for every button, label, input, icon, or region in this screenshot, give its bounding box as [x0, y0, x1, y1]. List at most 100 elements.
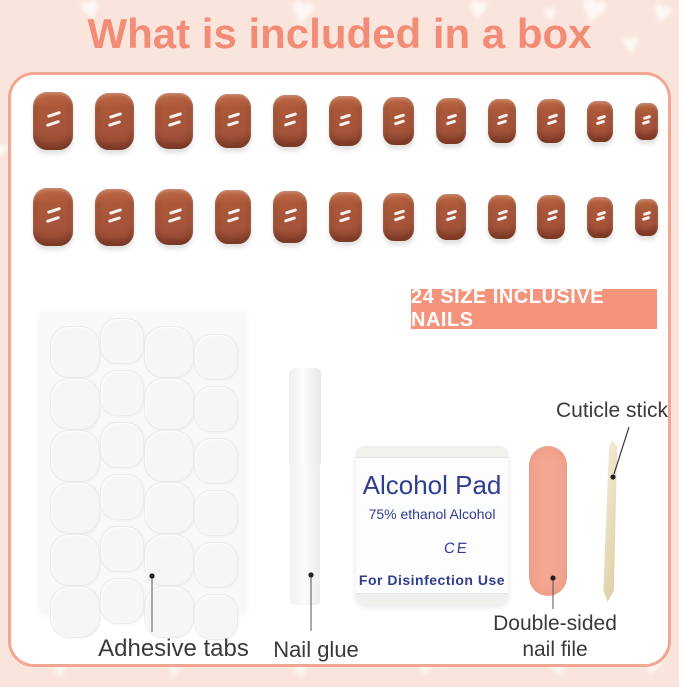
adhesive-tab — [100, 370, 144, 416]
press-on-nail — [33, 92, 73, 150]
press-on-nail — [487, 195, 516, 239]
nail-shine — [47, 111, 62, 119]
nail-shine — [283, 215, 296, 223]
press-on-nail — [487, 99, 516, 143]
press-on-nail — [383, 97, 415, 145]
press-on-nail — [155, 189, 194, 245]
nail-shine — [227, 208, 241, 215]
nail-shine — [107, 215, 121, 223]
nail-shine — [46, 215, 60, 223]
press-on-nail — [328, 192, 362, 242]
adhesive-tab — [100, 474, 144, 520]
press-on-nail — [537, 99, 566, 143]
nail-row-1 — [33, 83, 658, 159]
press-on-nail — [634, 198, 658, 236]
nail-glue-label: Nail glue — [273, 637, 359, 662]
adhesive-tab — [194, 438, 238, 484]
alcohol-pad-packet: Alcohol Pad 75% ethanol Alcohol CE For D… — [356, 446, 508, 604]
nail-shine — [446, 113, 458, 120]
nail-shine — [339, 215, 351, 223]
nail-glue-cap — [289, 368, 321, 464]
nail-glue-tube — [290, 464, 320, 605]
adhesive-tab — [100, 422, 144, 468]
adhesive-tab — [50, 326, 100, 378]
size-badge: 24 SIZE INCLUSIVE NAILS — [411, 286, 657, 331]
press-on-nail — [436, 98, 467, 144]
nail-shine — [339, 119, 351, 127]
adhesive-tabs-label: Adhesive tabs — [98, 635, 249, 662]
adhesive-tab — [194, 594, 238, 640]
nail-shine — [226, 119, 240, 127]
nail-shine — [595, 216, 605, 222]
nail-shine — [108, 207, 123, 215]
nail-shine — [445, 119, 457, 126]
nail-shine — [394, 209, 406, 216]
press-on-nail — [634, 102, 658, 140]
alcohol-pad-footer: For Disinfection Use — [358, 572, 506, 588]
press-on-nail — [33, 188, 73, 246]
page-title: What is included in a box — [87, 10, 592, 57]
press-on-nail — [272, 95, 307, 147]
nail-shine — [340, 208, 352, 216]
nail-shine — [446, 209, 458, 216]
nail-shine — [546, 216, 557, 222]
nail-file-label: Double-sided nail file — [479, 611, 631, 663]
adhesive-tab — [144, 326, 194, 378]
nail-shine — [496, 120, 507, 126]
adhesive-tab — [100, 526, 144, 572]
adhesive-tab — [194, 334, 238, 380]
nail-shine — [108, 111, 123, 119]
cuticle-stick — [598, 440, 621, 602]
adhesive-tab — [194, 490, 238, 536]
nail-shine — [394, 113, 406, 120]
adhesive-tabs-sheet — [40, 312, 245, 640]
adhesive-tab — [194, 542, 238, 588]
adhesive-tab — [50, 534, 100, 586]
nail-row-2 — [33, 179, 658, 255]
nail-file — [529, 446, 567, 596]
adhesive-tab — [50, 430, 100, 482]
press-on-nail — [94, 188, 134, 246]
adhesive-tab — [50, 586, 100, 638]
nail-shine — [47, 207, 62, 215]
nail-shine — [595, 120, 605, 126]
press-on-nail — [94, 92, 134, 150]
nail-shine — [167, 215, 182, 223]
nail-shine — [46, 119, 60, 127]
nail-shine — [546, 120, 557, 126]
adhesive-tab — [144, 534, 194, 586]
adhesive-tab — [50, 378, 100, 430]
nail-shine — [642, 120, 651, 126]
nail-shine — [340, 112, 352, 120]
press-on-nail — [587, 196, 614, 238]
press-on-nail — [537, 195, 566, 239]
packet-crimp-edge — [356, 593, 508, 604]
contents-box: 24 SIZE INCLUSIVE NAILS Alcohol Pad 75% … — [8, 72, 671, 667]
press-on-nail — [587, 100, 614, 142]
press-on-nail — [383, 193, 415, 241]
adhesive-tab — [144, 586, 194, 638]
adhesive-tab — [50, 482, 100, 534]
adhesive-tab — [144, 482, 194, 534]
press-on-nail — [215, 190, 252, 244]
adhesive-tab — [100, 578, 144, 624]
nail-shine — [496, 216, 507, 222]
nail-shine — [497, 113, 508, 120]
nail-shine — [226, 215, 240, 223]
press-on-nail — [215, 94, 252, 148]
adhesive-tab — [144, 430, 194, 482]
nail-shine — [107, 119, 121, 127]
adhesive-tab — [100, 318, 144, 364]
nail-file-label-line2: nail file — [522, 638, 588, 661]
ce-mark: CE — [443, 540, 470, 557]
nail-shine — [497, 209, 508, 216]
alcohol-pad-title: Alcohol Pad — [362, 470, 502, 500]
nail-shine — [445, 215, 457, 222]
press-on-nail — [155, 93, 194, 149]
adhesive-tab — [144, 378, 194, 430]
packet-crimp-edge — [356, 446, 508, 458]
press-on-nail — [436, 194, 467, 240]
cuticle-stick-label: Cuticle stick — [555, 399, 669, 422]
nail-shine — [284, 208, 297, 215]
